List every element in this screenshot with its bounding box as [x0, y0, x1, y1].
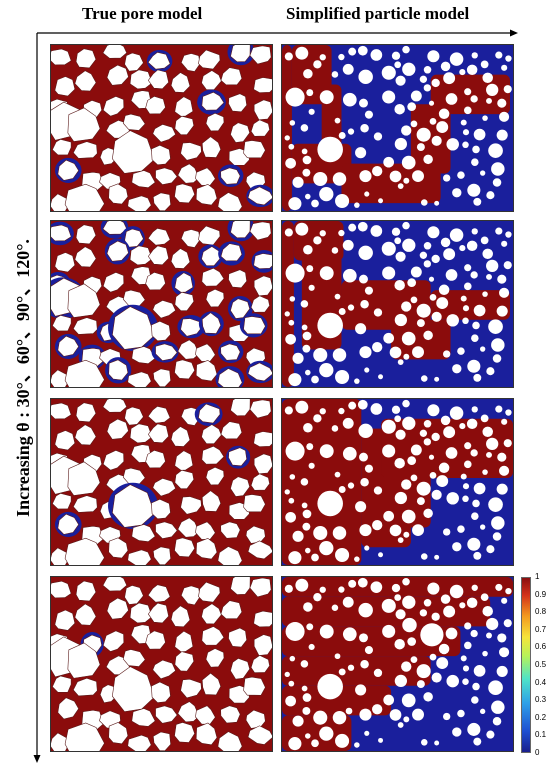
column-title-particle: Simplified particle model	[286, 4, 470, 23]
colorbar-tick-label: 1	[535, 572, 540, 581]
row-axis-label: Increasing θ : 30°、60°、90°、120°.	[13, 239, 33, 517]
colorbar-tick-label: 0.9	[535, 589, 547, 599]
colorbar-tick-label: 0.3	[535, 695, 547, 705]
particle-panel-30	[281, 44, 514, 212]
particle-panel-120	[281, 576, 514, 752]
column-title-true-pore: True pore model	[82, 4, 203, 23]
colorbar-tick-label: 0.6	[535, 642, 547, 652]
true-pore-panel-60	[50, 220, 273, 388]
particle-panel-60	[281, 220, 514, 388]
colorbar-tick-label: 0.4	[535, 677, 547, 687]
particle-panel-90	[281, 398, 514, 566]
colorbar	[521, 577, 531, 753]
colorbar-tick-label: 0.1	[535, 730, 547, 740]
true-pore-panel-90	[50, 398, 273, 566]
colorbar-tick-label: 0	[535, 748, 540, 757]
true-pore-panel-120	[50, 576, 273, 752]
colorbar-tick-label: 0.2	[535, 712, 547, 722]
true-pore-panel-30	[50, 44, 273, 212]
colorbar-tick-label: 0.8	[535, 607, 547, 617]
colorbar-tick-label: 0.5	[535, 660, 547, 669]
colorbar-tick-label: 0.7	[535, 624, 547, 634]
